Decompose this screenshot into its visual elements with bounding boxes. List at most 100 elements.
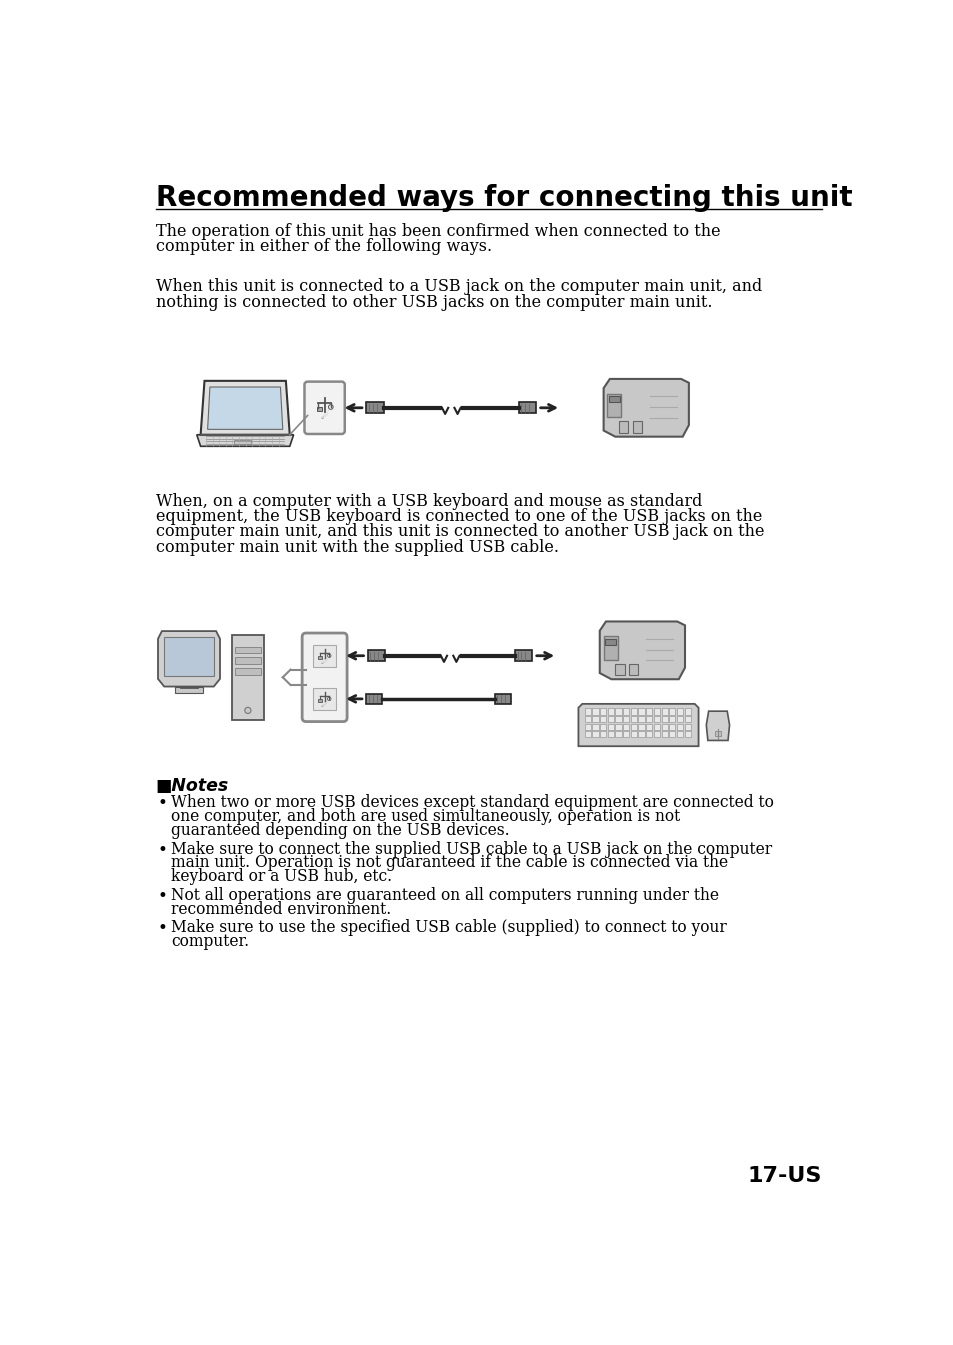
Circle shape bbox=[327, 697, 331, 701]
Bar bbox=[669, 724, 675, 729]
Text: •: • bbox=[158, 795, 168, 812]
Bar bbox=[622, 732, 629, 737]
Text: computer.: computer. bbox=[171, 933, 249, 950]
Text: The operation of this unit has been confirmed when connected to the: The operation of this unit has been conf… bbox=[155, 223, 720, 239]
Text: ☄: ☄ bbox=[320, 656, 328, 666]
Bar bbox=[234, 668, 261, 675]
Bar bbox=[714, 732, 720, 736]
Text: ☄: ☄ bbox=[320, 412, 329, 421]
Bar bbox=[630, 716, 637, 722]
Text: Make sure to connect the supplied USB cable to a USB jack on the computer: Make sure to connect the supplied USB ca… bbox=[171, 841, 772, 858]
Bar bbox=[669, 716, 675, 722]
Bar bbox=[645, 732, 652, 737]
Text: computer main unit with the supplied USB cable.: computer main unit with the supplied USB… bbox=[155, 539, 558, 555]
Circle shape bbox=[327, 654, 331, 658]
Bar bbox=[660, 732, 667, 737]
Text: guaranteed depending on the USB devices.: guaranteed depending on the USB devices. bbox=[171, 822, 509, 839]
Bar bbox=[645, 709, 652, 714]
Bar bbox=[645, 724, 652, 729]
Bar bbox=[599, 709, 605, 714]
Text: keyboard or a USB hub, etc.: keyboard or a USB hub, etc. bbox=[171, 869, 392, 885]
Bar bbox=[603, 636, 617, 659]
Circle shape bbox=[328, 405, 333, 409]
Bar bbox=[633, 421, 641, 433]
Bar bbox=[584, 732, 590, 737]
Bar bbox=[495, 694, 510, 703]
Bar bbox=[677, 709, 682, 714]
Bar bbox=[660, 716, 667, 722]
Bar bbox=[313, 689, 335, 710]
Bar bbox=[684, 724, 690, 729]
Bar bbox=[645, 716, 652, 722]
Polygon shape bbox=[578, 703, 698, 746]
Bar bbox=[234, 647, 261, 654]
Bar bbox=[677, 716, 682, 722]
Text: ☄: ☄ bbox=[320, 699, 328, 709]
Bar bbox=[592, 716, 598, 722]
Text: •: • bbox=[158, 919, 168, 937]
Bar bbox=[638, 709, 644, 714]
Polygon shape bbox=[208, 387, 282, 429]
Bar bbox=[607, 716, 614, 722]
Polygon shape bbox=[705, 712, 729, 741]
Text: ■Notes: ■Notes bbox=[155, 777, 229, 795]
Text: recommended environment.: recommended environment. bbox=[171, 901, 391, 917]
Polygon shape bbox=[200, 381, 290, 434]
Bar bbox=[232, 635, 264, 720]
Text: When this unit is connected to a USB jack on the computer main unit, and: When this unit is connected to a USB jac… bbox=[155, 278, 761, 296]
FancyBboxPatch shape bbox=[302, 633, 347, 721]
Text: Not all operations are guaranteed on all computers running under the: Not all operations are guaranteed on all… bbox=[171, 886, 719, 904]
Bar bbox=[366, 694, 381, 703]
Text: •: • bbox=[158, 841, 168, 858]
Text: •: • bbox=[158, 886, 168, 905]
Bar bbox=[584, 709, 590, 714]
Bar bbox=[677, 732, 682, 737]
Bar bbox=[174, 686, 203, 693]
Bar bbox=[653, 732, 659, 737]
Bar bbox=[638, 724, 644, 729]
Bar bbox=[629, 664, 638, 675]
Text: computer main unit, and this unit is connected to another USB jack on the: computer main unit, and this unit is con… bbox=[155, 523, 763, 541]
Bar bbox=[684, 709, 690, 714]
Text: nothing is connected to other USB jacks on the computer main unit.: nothing is connected to other USB jacks … bbox=[155, 293, 712, 311]
FancyBboxPatch shape bbox=[304, 382, 344, 434]
Bar bbox=[615, 716, 621, 722]
Bar bbox=[608, 397, 619, 402]
Text: equipment, the USB keyboard is connected to one of the USB jacks on the: equipment, the USB keyboard is connected… bbox=[155, 508, 761, 525]
Text: Recommended ways for connecting this unit: Recommended ways for connecting this uni… bbox=[155, 184, 851, 213]
Bar bbox=[615, 724, 621, 729]
Bar bbox=[615, 664, 624, 675]
Text: computer in either of the following ways.: computer in either of the following ways… bbox=[155, 238, 492, 256]
Bar bbox=[318, 656, 322, 659]
Bar bbox=[630, 724, 637, 729]
Bar bbox=[599, 716, 605, 722]
Bar bbox=[660, 724, 667, 729]
Polygon shape bbox=[603, 379, 688, 437]
Bar bbox=[518, 402, 536, 413]
Bar bbox=[164, 638, 213, 675]
Bar bbox=[684, 732, 690, 737]
Bar bbox=[684, 716, 690, 722]
Bar bbox=[234, 658, 261, 664]
Bar bbox=[592, 709, 598, 714]
Text: 17-US: 17-US bbox=[747, 1166, 821, 1186]
Polygon shape bbox=[196, 434, 294, 447]
Circle shape bbox=[245, 707, 251, 713]
Bar bbox=[599, 732, 605, 737]
Text: Make sure to use the specified USB cable (supplied) to connect to your: Make sure to use the specified USB cable… bbox=[171, 919, 726, 936]
Bar bbox=[515, 651, 532, 662]
Bar bbox=[607, 394, 620, 417]
Bar bbox=[592, 732, 598, 737]
Bar bbox=[607, 732, 614, 737]
Bar bbox=[653, 724, 659, 729]
Text: When, on a computer with a USB keyboard and mouse as standard: When, on a computer with a USB keyboard … bbox=[155, 492, 701, 510]
Bar bbox=[638, 716, 644, 722]
Polygon shape bbox=[158, 631, 220, 686]
Bar bbox=[653, 716, 659, 722]
Bar bbox=[584, 716, 590, 722]
Bar bbox=[604, 639, 616, 646]
Bar bbox=[615, 709, 621, 714]
Bar bbox=[677, 724, 682, 729]
Bar bbox=[669, 709, 675, 714]
Bar bbox=[618, 421, 628, 433]
